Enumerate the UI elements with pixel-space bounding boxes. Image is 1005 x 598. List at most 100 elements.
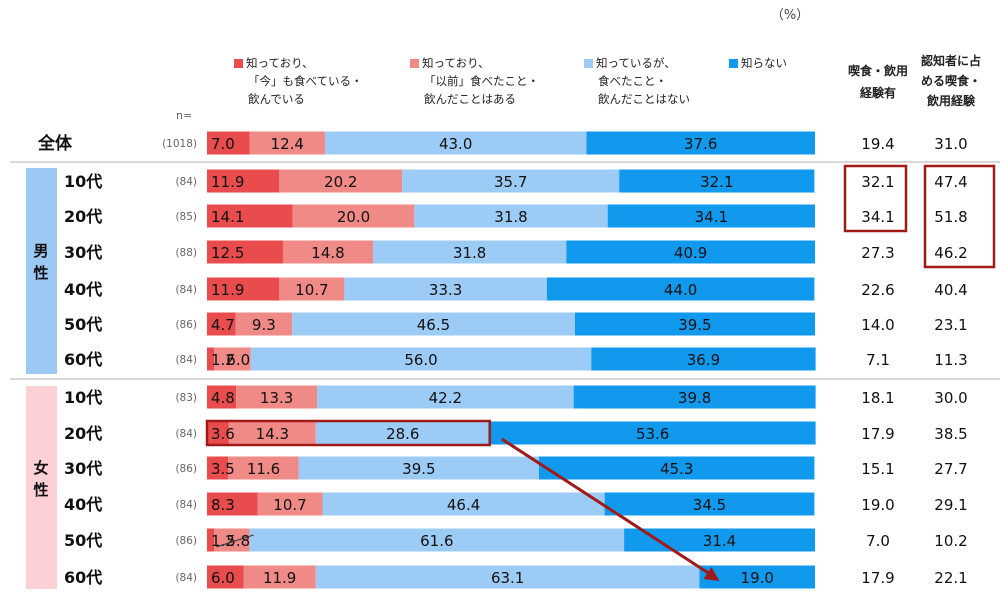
data-label: 11.9 [263,569,296,587]
row-label: 10代 [64,172,102,191]
data-label: 12.5 [211,244,244,262]
row-label: 20代 [64,207,102,226]
experience-value: 22.6 [861,281,894,299]
data-label: 6.0 [226,351,250,369]
row-n: (84) [175,176,197,188]
row-label: 60代 [64,568,102,587]
data-label: 34.1 [695,208,728,226]
bar-segment [573,385,816,409]
legend-label: 知らない [741,56,787,70]
bar-segment [292,204,415,228]
legend: 知っており、「今」も食べている・飲んでいる 知っており、「以前」食べたこと・飲んだ… [176,56,787,122]
bar-segment [207,312,236,336]
table-row: 50代 (86) 4.7 9.3 46.5 39.5 14.0 23.1 [64,312,968,336]
table-row: 60代 (84) 1.26.0 56.0 36.9 7.1 11.3 [64,347,968,371]
bar-segment [249,131,325,155]
aware-ratio-value: 46.2 [934,244,967,262]
bar-segment [538,456,815,480]
data-label: 1.2 [211,532,235,550]
bar-segment [315,565,700,589]
legend-label: 知っているが、 [596,56,676,70]
aware-ratio-value: 38.5 [934,425,967,443]
legend-label: 飲んだことはない [598,92,690,106]
data-label: 11.9 [211,281,244,299]
bar-segment [546,277,815,301]
data-label: 1.2 [211,351,235,369]
table-row: 40代 (84) 11.9 10.7 33.3 44.0 22.6 40.4 [64,277,968,301]
bar-segment [619,169,815,193]
experience-value: 7.1 [866,351,890,369]
aware-ratio-header: 飲用経験 [926,93,976,108]
experience-header: 経験有 [860,85,896,100]
row-n: (84) [175,572,197,584]
bar-segment [566,240,815,264]
data-label: 43.0 [439,135,472,153]
data-label: 46.4 [447,496,480,514]
bar-segment [317,385,574,409]
table-row: 60代 (84) 6.0 11.9 63.1 19.0 17.9 22.1 [64,565,968,589]
bar-segment [228,456,299,480]
data-label: 53.6 [636,425,669,443]
legend-label: 「以前」食べたこと・ [424,74,539,88]
chart-rows: 全体 (1018) 7.0 12.4 43.0 37.6 19.4 31.0 10代 (84) 11… [37,131,968,589]
experience-value: 14.0 [861,316,894,334]
data-label: 4.7 [211,316,235,334]
aware-ratio-value: 30.0 [934,389,967,407]
row-label: 全体 [37,133,73,154]
bar-segment [207,385,237,409]
data-label: 32.1 [700,173,733,191]
trend-arrow [500,437,713,577]
legend-swatch [234,59,243,68]
data-label: 19.0 [741,569,774,587]
aware-ratio-value: 23.1 [934,316,967,334]
legend-label: 知っており、 [422,56,490,70]
bar-segment [574,312,815,336]
data-label: 12.4 [271,135,304,153]
row-label: 40代 [64,495,102,514]
data-label: 14.1 [211,208,244,226]
unit-label: （%） [771,8,809,23]
row-label: 40代 [64,280,102,299]
aware-ratio-value: 10.2 [934,532,967,550]
bar-segment [207,421,229,445]
row-n: (86) [175,463,197,475]
experience-value: 7.0 [866,532,890,550]
female-group-label: 女 [33,459,48,477]
aware-ratio-value: 47.4 [934,173,967,191]
bar-segment [586,131,815,155]
bar-segment [236,385,318,409]
bar-segment [283,240,373,264]
table-row: 10代 (84) 11.9 20.2 35.7 32.1 32.1 47.4 [64,169,968,193]
row-n: (84) [175,428,197,440]
bar-segment [207,131,250,155]
table-row: 20代 (85) 14.1 20.0 31.8 34.1 34.1 51.8 [64,204,968,228]
aware-ratio-value: 31.0 [934,135,967,153]
table-row: 20代 (84) 3.6 14.3 28.6 53.6 17.9 38.5 [64,421,968,445]
experience-value: 19.0 [861,496,894,514]
bar-segment [322,492,605,516]
bar-segment [207,240,283,264]
male-group-label: 男 [33,242,48,260]
row-n: (85) [175,211,197,223]
bar-segment [207,347,215,371]
data-label: 11.9 [211,173,244,191]
data-label: 13.3 [260,389,293,407]
bar-segment [207,456,229,480]
bar-segment [414,204,608,228]
bar-segment [292,312,575,336]
bar-segment [298,456,539,480]
bar-segment [699,565,815,589]
legend-label: 飲んでいる [248,92,305,106]
row-n: (88) [175,247,197,259]
bar-segment [207,169,280,193]
bar-segment [235,312,293,336]
data-label: 56.0 [404,351,437,369]
data-label: 9.3 [252,316,276,334]
row-n: (86) [175,319,197,331]
row-n: (83) [175,392,197,404]
bar-segment [624,528,815,552]
aware-ratio-value: 22.1 [934,569,967,587]
data-label: 33.3 [429,281,462,299]
